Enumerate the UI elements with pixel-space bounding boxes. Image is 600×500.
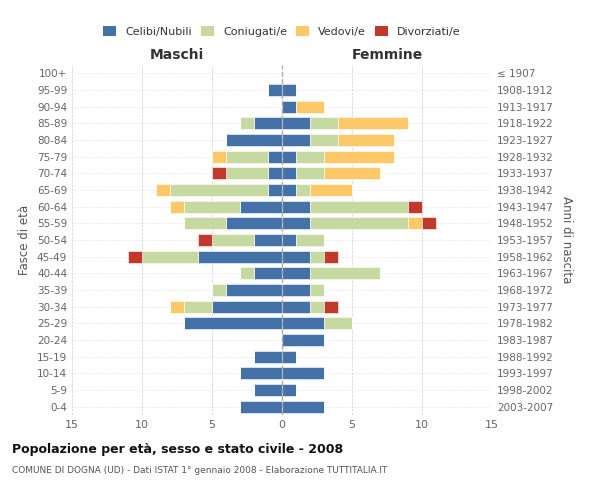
- Text: Femmine: Femmine: [352, 48, 422, 62]
- Bar: [226, 168, 268, 179]
- Bar: [240, 268, 254, 280]
- Bar: [142, 250, 198, 262]
- Bar: [170, 184, 268, 196]
- Bar: [282, 234, 296, 246]
- Bar: [282, 400, 324, 412]
- Bar: [282, 134, 310, 146]
- Bar: [268, 84, 282, 96]
- Y-axis label: Anni di nascita: Anni di nascita: [560, 196, 573, 284]
- Bar: [282, 100, 296, 112]
- Bar: [226, 284, 282, 296]
- Bar: [198, 234, 212, 246]
- Y-axis label: Fasce di età: Fasce di età: [19, 205, 31, 275]
- Bar: [296, 100, 324, 112]
- Bar: [338, 134, 394, 146]
- Bar: [268, 168, 282, 179]
- Text: COMUNE DI DOGNA (UD) - Dati ISTAT 1° gennaio 2008 - Elaborazione TUTTITALIA.IT: COMUNE DI DOGNA (UD) - Dati ISTAT 1° gen…: [12, 466, 388, 475]
- Text: Maschi: Maschi: [150, 48, 204, 62]
- Bar: [282, 300, 310, 312]
- Bar: [282, 150, 296, 162]
- Bar: [156, 184, 170, 196]
- Bar: [240, 368, 282, 380]
- Bar: [212, 150, 226, 162]
- Bar: [310, 184, 352, 196]
- Bar: [338, 118, 408, 130]
- Bar: [226, 134, 282, 146]
- Bar: [310, 268, 380, 280]
- Bar: [282, 118, 310, 130]
- Bar: [254, 384, 282, 396]
- Bar: [226, 218, 282, 230]
- Bar: [282, 250, 310, 262]
- Text: Popolazione per età, sesso e stato civile - 2008: Popolazione per età, sesso e stato civil…: [12, 442, 343, 456]
- Bar: [184, 318, 282, 330]
- Bar: [240, 400, 282, 412]
- Bar: [268, 184, 282, 196]
- Bar: [324, 150, 394, 162]
- Bar: [422, 218, 436, 230]
- Bar: [310, 118, 338, 130]
- Bar: [408, 200, 422, 212]
- Bar: [282, 184, 296, 196]
- Bar: [240, 118, 254, 130]
- Bar: [310, 250, 324, 262]
- Bar: [296, 168, 324, 179]
- Bar: [212, 284, 226, 296]
- Bar: [198, 250, 282, 262]
- Bar: [282, 318, 324, 330]
- Bar: [310, 200, 408, 212]
- Bar: [296, 234, 324, 246]
- Bar: [282, 350, 296, 362]
- Bar: [324, 318, 352, 330]
- Bar: [282, 218, 310, 230]
- Bar: [170, 300, 184, 312]
- Bar: [212, 234, 254, 246]
- Bar: [324, 250, 338, 262]
- Bar: [184, 200, 240, 212]
- Bar: [128, 250, 142, 262]
- Bar: [282, 168, 296, 179]
- Bar: [282, 384, 296, 396]
- Bar: [296, 150, 324, 162]
- Bar: [324, 300, 338, 312]
- Bar: [282, 368, 324, 380]
- Bar: [282, 284, 310, 296]
- Bar: [226, 150, 268, 162]
- Legend: Celibi/Nubili, Coniugati/e, Vedovi/e, Divorziati/e: Celibi/Nubili, Coniugati/e, Vedovi/e, Di…: [99, 22, 465, 41]
- Bar: [268, 150, 282, 162]
- Bar: [254, 234, 282, 246]
- Bar: [254, 118, 282, 130]
- Bar: [296, 184, 310, 196]
- Bar: [212, 300, 282, 312]
- Bar: [254, 350, 282, 362]
- Bar: [212, 168, 226, 179]
- Bar: [310, 300, 324, 312]
- Bar: [282, 268, 310, 280]
- Bar: [310, 218, 408, 230]
- Bar: [282, 84, 296, 96]
- Bar: [324, 168, 380, 179]
- Bar: [282, 334, 324, 346]
- Bar: [240, 200, 282, 212]
- Bar: [310, 134, 338, 146]
- Bar: [408, 218, 422, 230]
- Bar: [184, 218, 226, 230]
- Bar: [170, 200, 184, 212]
- Bar: [254, 268, 282, 280]
- Bar: [282, 200, 310, 212]
- Bar: [184, 300, 212, 312]
- Bar: [310, 284, 324, 296]
